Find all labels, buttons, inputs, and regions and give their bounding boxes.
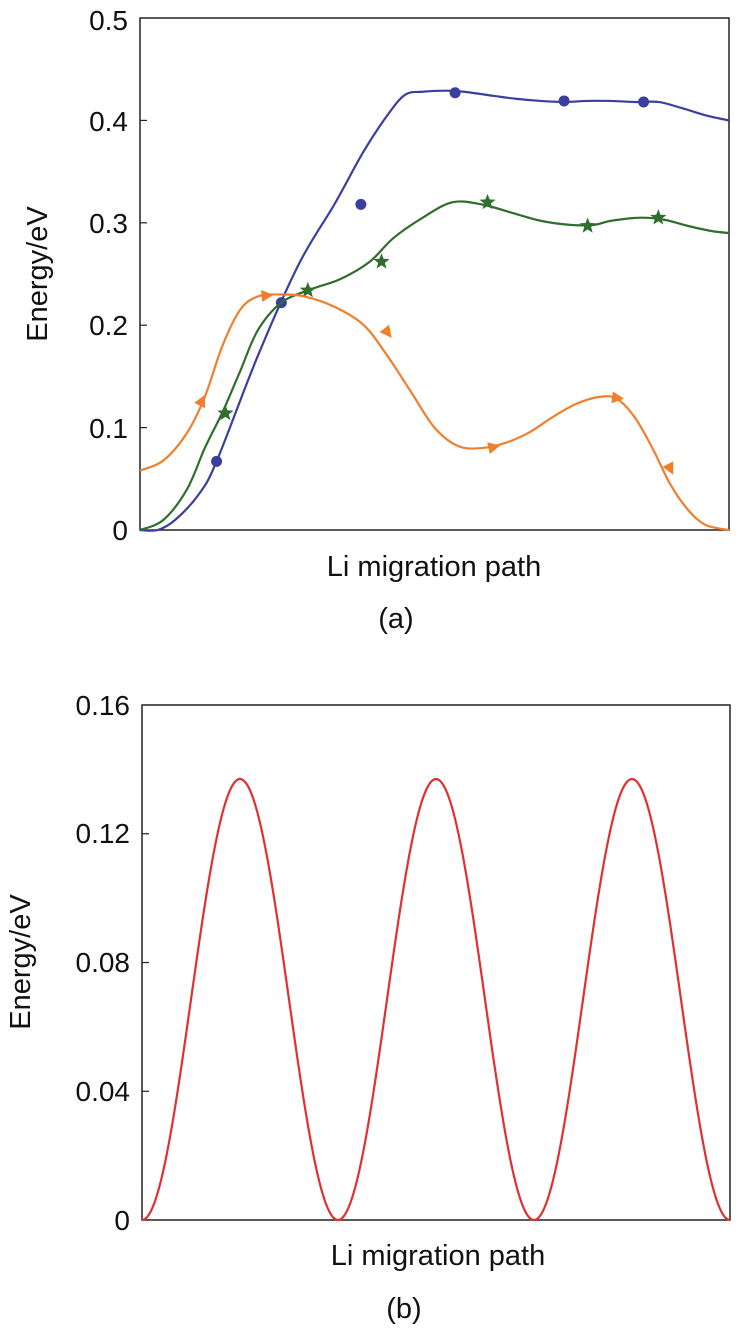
panel-a-series-0-marker-2 (355, 198, 367, 210)
panel-a-series-0-line (139, 89, 730, 532)
panel-a-series-1-marker-0 (217, 404, 234, 421)
panel-a-ytick-5: 0.5 (89, 5, 128, 36)
panel-a-ytick-labels: 0 0.1 0.2 0.3 0.4 0.5 (89, 5, 128, 546)
panel-a-ytick-2: 0.2 (89, 310, 128, 341)
panel-a-series-2-line (139, 293, 730, 532)
panel-b-series-0-line (141, 777, 731, 1222)
panel-a: 0 0.1 0.2 0.3 0.4 0.5 Energy/eV Li migra… (22, 5, 730, 635)
panel-b-ytick-labels: 0 0.04 0.08 0.12 0.16 (76, 690, 131, 1236)
panel-a-series-1-line (139, 200, 730, 532)
panel-a-yticks (140, 119, 147, 429)
panel-a-xlabel: Li migration path (327, 551, 541, 583)
panel-b-ytick-2: 0.08 (76, 947, 131, 978)
panel-a-series-1-marker-1 (299, 281, 316, 298)
panel-b: 0 0.04 0.08 0.12 0.16 Energy/eV Li migra… (5, 690, 731, 1325)
panel-b-ytick-0: 0 (114, 1205, 130, 1236)
panel-b-ytick-3: 0.12 (76, 818, 131, 849)
panel-a-series-2-marker-5 (662, 461, 674, 475)
panel-b-caption: (b) (386, 1293, 421, 1325)
panel-b-ylabel: Energy/eV (5, 894, 37, 1030)
panel-b-ytick-4: 0.16 (76, 690, 131, 721)
panel-a-series-0-marker-3 (449, 87, 461, 99)
panel-a-series-0-marker-4 (558, 95, 570, 107)
panel-a-series-0-marker-0 (211, 455, 223, 467)
panel-a-caption: (a) (378, 603, 413, 635)
panel-a-series-1-marker-3 (479, 193, 496, 210)
panel-a-ytick-3: 0.3 (89, 208, 128, 239)
panel-b-ytick-1: 0.04 (76, 1076, 131, 1107)
panel-a-series-1-marker-4 (579, 217, 596, 233)
panel-b-frame (141, 704, 731, 1221)
panel-a-series-2-marker-2 (379, 324, 392, 338)
panel-a-ytick-1: 0.1 (89, 413, 128, 444)
panel-a-ytick-0: 0 (112, 515, 128, 546)
panel-a-series-2-marker-0 (194, 394, 206, 409)
panel-a-frame (139, 17, 730, 531)
panel-a-series-2-marker-3 (487, 442, 501, 454)
panel-a-series-2-marker-1 (261, 289, 274, 302)
panel-a-series-2-marker-4 (611, 391, 625, 404)
panel-a-series-1-marker-5 (650, 209, 667, 225)
panel-a-series-0-marker-5 (638, 96, 650, 108)
panel-a-ytick-4: 0.4 (89, 106, 128, 137)
panel-b-xlabel: Li migration path (331, 1240, 545, 1272)
panel-a-ylabel: Energy/eV (22, 206, 54, 342)
panel-a-series-1-marker-2 (373, 253, 390, 269)
panel-b-plot-area (141, 777, 731, 1222)
panel-b-yticks (142, 833, 149, 1092)
panel-a-plot-area (139, 87, 730, 532)
